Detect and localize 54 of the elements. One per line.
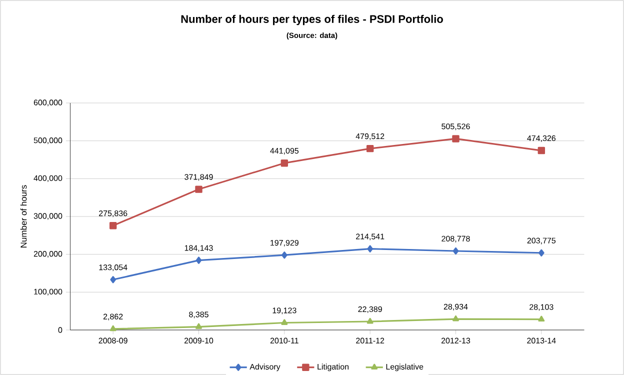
point — [538, 249, 544, 256]
point — [195, 186, 202, 193]
y-axis-title: Number of hours — [20, 185, 27, 248]
data-label: 184,143 — [184, 245, 213, 252]
data-label: 441,095 — [270, 148, 299, 155]
data-label: 19,123 — [272, 308, 296, 314]
point — [280, 160, 288, 167]
y-tick-label: 400,000 — [34, 175, 62, 182]
data-label: 479,512 — [356, 133, 384, 140]
point — [196, 256, 202, 264]
point — [538, 146, 546, 154]
chart-title: Number of hours per types of files - PSDI Portfolio — [181, 14, 443, 26]
point — [366, 318, 374, 324]
x-tick-label: 2008-09 — [98, 338, 128, 344]
point — [452, 135, 460, 142]
data-label: 474,326 — [527, 135, 556, 142]
x-tick-label: 2013-14 — [527, 338, 556, 344]
x-tick-label: 2012-13 — [441, 338, 470, 344]
data-label: 28,103 — [530, 304, 554, 311]
data-label: 208,778 — [442, 236, 470, 242]
data-label: 203,775 — [527, 238, 556, 244]
point — [366, 144, 374, 152]
y-tick-label: 200,000 — [34, 251, 62, 258]
point — [281, 319, 288, 325]
point — [538, 316, 545, 322]
data-label: 22,389 — [358, 306, 382, 313]
y-tick-label: 100,000 — [34, 288, 62, 296]
data-label: 505,526 — [442, 124, 470, 130]
point — [452, 315, 459, 322]
data-label: 133,054 — [99, 264, 128, 272]
y-tick-label: 300,000 — [34, 213, 62, 220]
point — [110, 325, 116, 332]
y-tick-label: 600,000 — [34, 100, 62, 106]
point — [196, 323, 202, 330]
data-label: 197,929 — [270, 240, 298, 247]
data-label: 214,541 — [356, 234, 384, 240]
x-tick-label: 2011-12 — [356, 338, 384, 344]
point — [282, 251, 288, 259]
legend-label: Litigation — [318, 364, 349, 372]
point — [367, 245, 373, 252]
legend-label: Advisory — [250, 364, 280, 372]
legend-label: Legislative — [386, 364, 424, 372]
data-label: 2,862 — [103, 314, 123, 320]
data-label: 8,385 — [189, 312, 208, 318]
point — [109, 222, 117, 230]
data-label: 275,836 — [99, 210, 128, 218]
x-tick-label: 2010-11 — [270, 338, 298, 344]
data-label: 28,934 — [444, 304, 468, 310]
data-label: 371,849 — [184, 174, 213, 181]
x-tick-label: 2009-10 — [184, 338, 214, 344]
y-tick-label: 500,000 — [34, 138, 62, 144]
point — [110, 276, 116, 284]
y-tick-label: 0 — [58, 327, 62, 333]
point — [452, 247, 459, 255]
